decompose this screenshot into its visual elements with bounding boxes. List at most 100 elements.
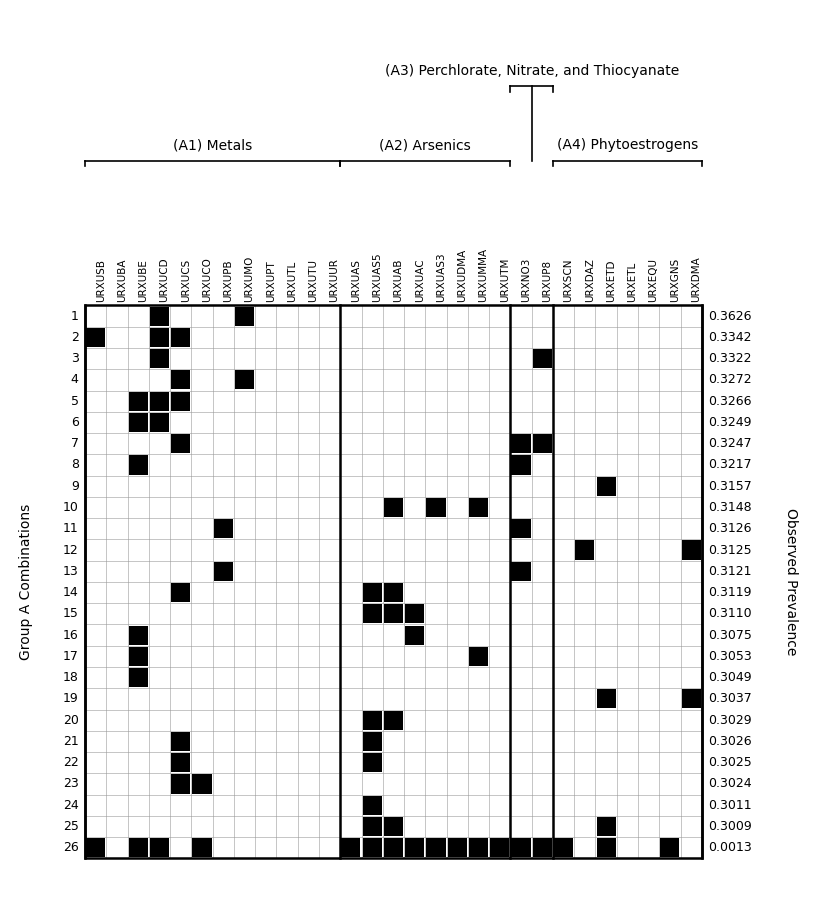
Text: 5: 5 xyxy=(71,394,79,408)
Text: 0.3626: 0.3626 xyxy=(708,309,752,323)
Text: URXUUR: URXUUR xyxy=(329,258,339,302)
Bar xyxy=(85,306,701,858)
Text: URXDMA: URXDMA xyxy=(691,256,701,302)
Bar xyxy=(129,838,148,857)
Text: URXUPT: URXUPT xyxy=(265,261,276,302)
Bar xyxy=(192,838,212,857)
Text: 16: 16 xyxy=(63,629,79,641)
Bar xyxy=(596,477,616,496)
Bar xyxy=(171,434,191,453)
Text: URXUAC: URXUAC xyxy=(415,259,425,302)
Text: 0.3148: 0.3148 xyxy=(708,501,752,514)
Text: 3: 3 xyxy=(71,352,79,365)
Bar xyxy=(235,307,255,326)
Bar xyxy=(384,604,403,623)
Text: URXUAS5: URXUAS5 xyxy=(372,253,382,302)
Bar xyxy=(512,519,531,538)
Bar xyxy=(427,498,445,517)
Text: 0.3053: 0.3053 xyxy=(708,650,752,662)
Bar xyxy=(363,732,381,751)
Text: URXUTU: URXUTU xyxy=(308,259,318,302)
Text: URXUCD: URXUCD xyxy=(160,258,170,302)
Bar xyxy=(171,328,191,347)
Bar xyxy=(384,498,403,517)
Text: (A4) Phytoestrogens: (A4) Phytoestrogens xyxy=(557,138,698,152)
Text: 12: 12 xyxy=(63,544,79,556)
Bar xyxy=(384,711,403,729)
Bar xyxy=(575,541,595,560)
Bar xyxy=(213,562,233,581)
Bar xyxy=(384,838,403,857)
Text: URXDAZ: URXDAZ xyxy=(585,258,595,302)
Text: 0.3009: 0.3009 xyxy=(708,820,752,833)
Bar xyxy=(150,838,169,857)
Text: URXUMO: URXUMO xyxy=(244,256,255,302)
Text: 25: 25 xyxy=(63,820,79,833)
Text: 0.3322: 0.3322 xyxy=(708,352,752,365)
Text: 0.3037: 0.3037 xyxy=(708,693,752,705)
Bar xyxy=(533,349,552,368)
Bar xyxy=(469,498,488,517)
Text: (A3) Perchlorate, Nitrate, and Thiocyanate: (A3) Perchlorate, Nitrate, and Thiocyana… xyxy=(385,64,679,78)
Bar xyxy=(150,349,169,368)
Bar xyxy=(171,732,191,751)
Bar xyxy=(448,838,467,857)
Text: 15: 15 xyxy=(63,608,79,620)
Bar xyxy=(363,753,381,772)
Text: 0.3249: 0.3249 xyxy=(708,416,752,429)
Bar xyxy=(171,392,191,411)
Text: URXUSB: URXUSB xyxy=(96,259,106,302)
Bar xyxy=(405,838,424,857)
Text: URXUP8: URXUP8 xyxy=(543,260,552,302)
Bar xyxy=(384,583,403,602)
Text: 0.0013: 0.0013 xyxy=(708,841,752,855)
Text: 0.3121: 0.3121 xyxy=(708,565,752,577)
Text: 0.3026: 0.3026 xyxy=(708,735,752,748)
Text: 7: 7 xyxy=(71,437,79,450)
Text: 0.3126: 0.3126 xyxy=(708,522,752,535)
Text: 10: 10 xyxy=(63,501,79,514)
Text: Group A Combinations: Group A Combinations xyxy=(18,504,33,660)
Bar xyxy=(150,328,169,347)
Bar xyxy=(363,838,381,857)
Text: 0.3217: 0.3217 xyxy=(708,458,752,471)
Bar xyxy=(512,434,531,453)
Bar xyxy=(512,562,531,581)
Text: URXGNS: URXGNS xyxy=(669,258,680,302)
Text: 9: 9 xyxy=(71,479,79,492)
Text: URXUAS3: URXUAS3 xyxy=(436,253,446,302)
Bar xyxy=(554,838,573,857)
Text: (A1) Metals: (A1) Metals xyxy=(173,138,252,152)
Text: (A2) Arsenics: (A2) Arsenics xyxy=(380,138,471,152)
Text: 17: 17 xyxy=(63,650,79,662)
Bar xyxy=(363,796,381,814)
Text: 0.3011: 0.3011 xyxy=(708,799,752,812)
Bar xyxy=(363,711,381,729)
Text: URXUMMA: URXUMMA xyxy=(479,248,489,302)
Text: 8: 8 xyxy=(71,458,79,471)
Bar xyxy=(596,817,616,836)
Bar xyxy=(491,838,509,857)
Text: 0.3025: 0.3025 xyxy=(708,756,752,770)
Text: URXSCN: URXSCN xyxy=(564,259,574,302)
Bar xyxy=(533,434,552,453)
Bar xyxy=(512,838,531,857)
Bar xyxy=(681,541,701,560)
Text: 23: 23 xyxy=(63,778,79,791)
Text: URXETD: URXETD xyxy=(606,260,616,302)
Bar xyxy=(129,668,148,687)
Bar xyxy=(171,583,191,602)
Bar xyxy=(235,371,255,390)
Text: 0.3342: 0.3342 xyxy=(708,331,752,344)
Bar xyxy=(150,413,169,432)
Text: 1: 1 xyxy=(71,309,79,323)
Text: URXUBA: URXUBA xyxy=(117,259,127,302)
Text: URXEQU: URXEQU xyxy=(648,258,659,302)
Text: URXUCO: URXUCO xyxy=(202,257,212,302)
Text: Observed Prevalence: Observed Prevalence xyxy=(784,508,798,655)
Text: 0.3266: 0.3266 xyxy=(708,394,752,408)
Bar xyxy=(341,838,360,857)
Text: 26: 26 xyxy=(63,841,79,855)
Bar xyxy=(87,328,105,347)
Bar xyxy=(150,392,169,411)
